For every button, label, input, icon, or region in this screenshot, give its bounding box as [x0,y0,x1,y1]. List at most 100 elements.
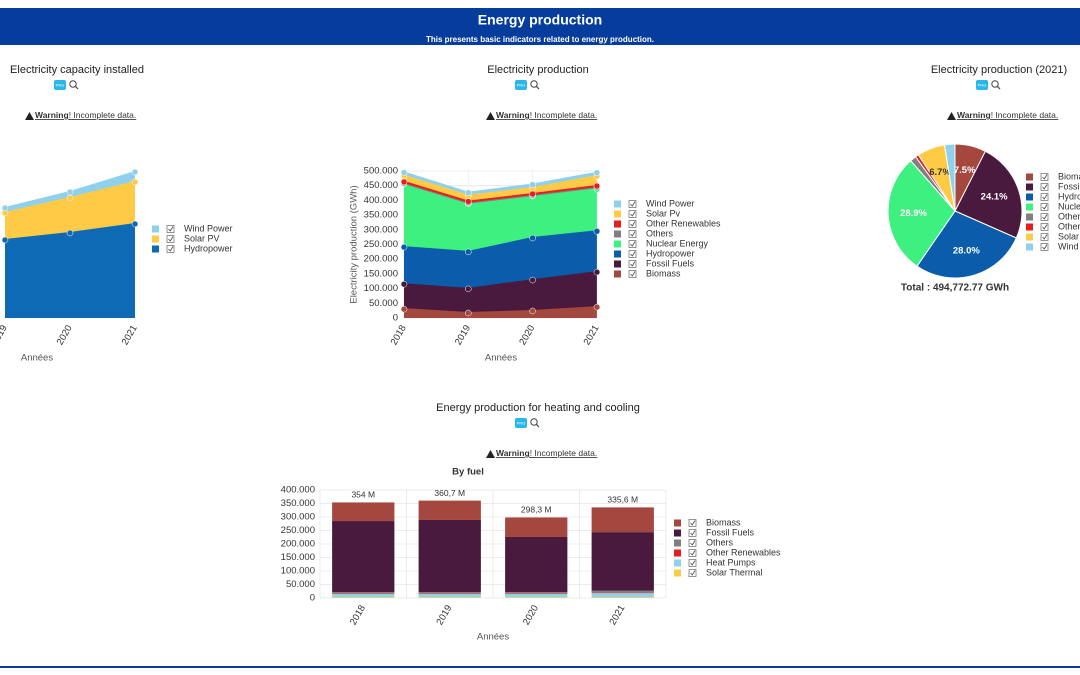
legend-label[interactable]: Wind Power [184,223,233,233]
legend-label[interactable]: Fossil Fuels [1058,181,1080,191]
legend-label[interactable]: Biomass [646,268,681,278]
legend-checkbox[interactable] [1040,183,1049,191]
pie-slice[interactable] [954,150,1023,239]
bar-segment[interactable] [591,507,654,533]
bar-segment[interactable] [505,593,568,594]
bar-segment[interactable] [332,593,395,594]
bar-segment[interactable] [505,536,568,593]
legend-checkbox[interactable] [628,210,637,218]
bar-segment[interactable] [332,502,395,522]
legend-label[interactable]: Other Renewables [646,218,721,228]
zoom-icon[interactable] [530,80,540,90]
legend-checkbox[interactable] [166,225,175,233]
bar-segment[interactable] [332,521,395,593]
legend-checkbox[interactable] [1040,193,1049,201]
legend-checkbox[interactable] [628,230,637,238]
legend-checkbox[interactable] [1040,223,1049,231]
legend-checkbox[interactable] [688,549,697,557]
bar-segment[interactable] [591,593,654,598]
bar-segment[interactable] [505,597,568,598]
area-line [403,306,597,315]
bar-segment[interactable] [591,532,654,591]
bar-segment[interactable] [505,593,568,598]
bar-segment[interactable] [591,597,654,598]
bar-segment[interactable] [332,597,395,598]
legend-label[interactable]: Fossil Fuels [706,527,755,537]
png-button[interactable] [976,80,988,90]
legend-label[interactable]: Others [646,228,674,238]
legend-checkbox[interactable] [1040,173,1049,181]
legend-checkbox[interactable] [628,270,637,278]
legend-checkbox[interactable] [1040,203,1049,211]
bar-segment[interactable] [418,593,481,594]
legend-checkbox[interactable] [688,559,697,567]
legend-checkbox[interactable] [688,529,697,537]
png-button[interactable] [515,418,527,428]
bar-segment[interactable] [418,519,481,593]
png-button[interactable] [54,80,66,90]
legend-checkbox[interactable] [628,240,637,248]
legend-label[interactable]: Other Renewables [706,547,781,557]
png-button-label[interactable]: PNG [56,83,65,88]
pie-slice[interactable] [916,210,1017,279]
zoom-icon[interactable] [991,80,1001,90]
legend-label[interactable]: Other Renewables [1058,221,1080,231]
bar-segment[interactable] [418,592,481,594]
bar-segment[interactable] [332,592,395,594]
bar-segment[interactable] [505,592,568,594]
legend-checkbox[interactable] [688,519,697,527]
legend-label[interactable]: Solar Pv [1058,231,1080,241]
bar-segment[interactable] [591,592,654,594]
png-button-label[interactable]: PNG [517,83,526,88]
legend-checkbox[interactable] [166,235,175,243]
legend-label[interactable]: Wind Power [1058,241,1080,251]
point [593,268,601,276]
legend-label[interactable]: Wind Power [646,198,695,208]
bar-segment[interactable] [418,500,481,520]
legend-label[interactable]: Nuclear Energy [1058,201,1080,211]
legend-label[interactable]: Nuclear Energy [646,238,709,248]
warning-strong: Warning [496,448,530,458]
legend-checkbox[interactable] [628,260,637,268]
zoom-icon[interactable] [69,80,79,90]
legend-label[interactable]: Solar Pv [646,208,681,218]
png-button[interactable] [515,80,527,90]
legend-label[interactable]: Solar PV [184,233,220,243]
zoom-icon[interactable] [530,418,540,428]
legend-label[interactable]: Fossil Fuels [646,258,695,268]
point [465,309,472,317]
legend-label[interactable]: Hydropower [646,248,695,258]
legend-label[interactable]: Biomass [706,517,741,527]
legend-checkmark [630,211,636,217]
bar-segment[interactable] [505,517,568,537]
legend-label[interactable]: Others [706,537,734,547]
png-button-label[interactable]: PNG [978,83,987,88]
legend-label[interactable]: Hydropower [1058,191,1080,201]
png-button-label[interactable]: PNG [517,421,526,426]
bar-segment[interactable] [418,597,481,598]
legend-checkbox[interactable] [1040,233,1049,241]
legend-checkbox[interactable] [688,539,697,547]
legend-checkbox[interactable] [1040,243,1049,251]
pie-slice[interactable] [943,143,956,212]
legend-label[interactable]: Biomass [1058,171,1080,181]
legend-checkbox[interactable] [166,245,175,253]
legend-checkbox[interactable] [628,250,637,258]
legend-label[interactable]: Solar Thermal [706,567,762,577]
bar-segment[interactable] [591,590,654,593]
bar-segment[interactable] [332,593,395,598]
legend-checkmark [168,246,174,252]
legend-checkbox[interactable] [628,220,637,228]
legend-swatch [674,559,681,567]
legend-checkbox[interactable] [628,200,637,208]
y-tick-label: 350.000 [364,210,398,221]
legend-checkbox[interactable] [688,569,697,577]
pie-slice[interactable] [887,160,956,267]
legend-label[interactable]: Others [1058,211,1080,221]
legend-label[interactable]: Hydropower [184,243,233,253]
point [529,234,536,242]
legend-label[interactable]: Heat Pumps [706,557,756,567]
bar-segment[interactable] [418,593,481,598]
legend-checkbox[interactable] [1040,213,1049,221]
